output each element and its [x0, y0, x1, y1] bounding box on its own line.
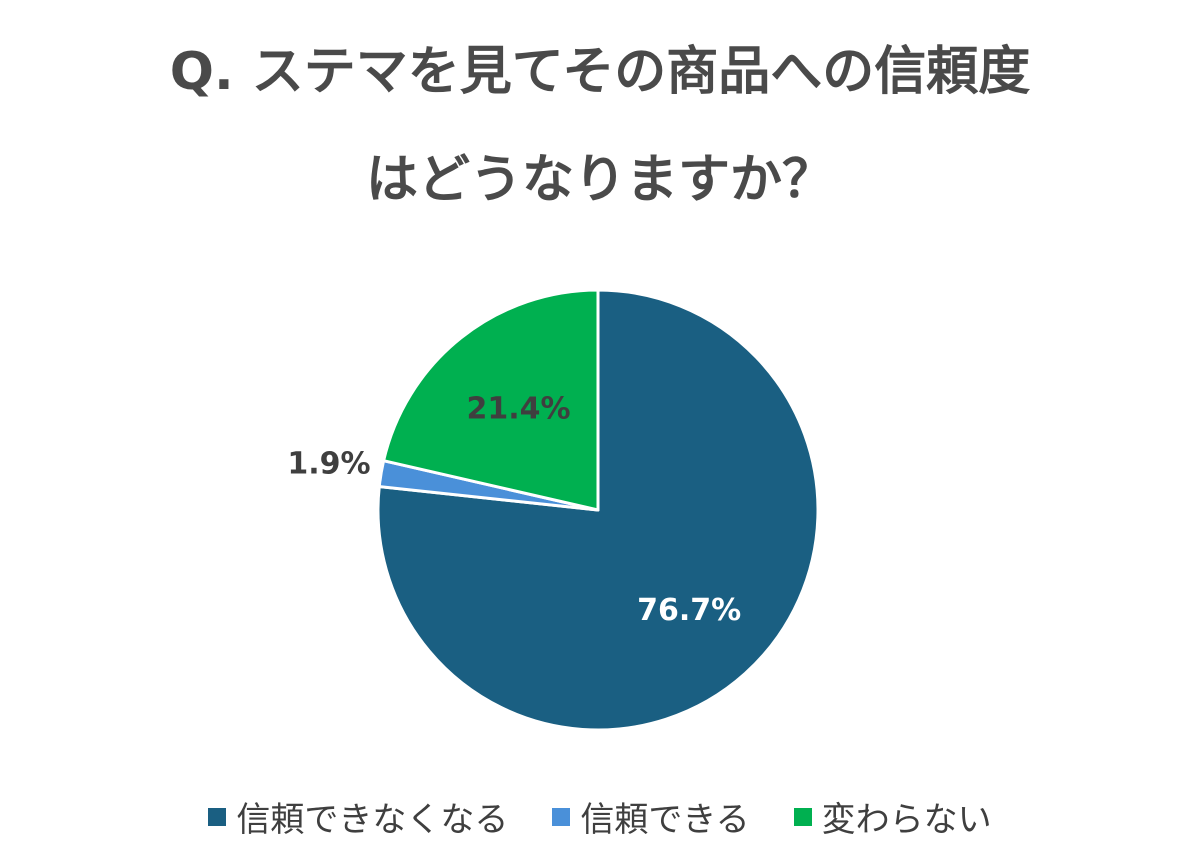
legend-item-unchanged: 変わらない — [793, 792, 992, 841]
data-label-unchanged: 21.4% — [466, 392, 570, 427]
legend-item-trust: 信頼できる — [552, 792, 750, 841]
data-label-trust: 1.9% — [287, 446, 370, 481]
legend-label-trust: 信頼できる — [580, 800, 750, 840]
chart-legend: 信頼できなくなる 信頼できる 変わらない — [0, 792, 1200, 841]
chart-title-line-1: Q. ステマを見てその商品への信頼度 — [169, 42, 1031, 102]
legend-swatch-distrust — [208, 807, 227, 826]
legend-swatch-unchanged — [793, 807, 812, 826]
legend-label-distrust: 信頼できなくなる — [236, 800, 509, 840]
chart-title-line-2: はどうなりますか？ — [365, 150, 834, 210]
legend-item-distrust: 信頼できなくなる — [208, 792, 508, 841]
pie-slice-unchanged — [382, 288, 600, 512]
legend-swatch-trust — [552, 807, 571, 826]
data-label-distrust: 76.7% — [637, 593, 741, 628]
legend-label-unchanged: 変わらない — [821, 800, 992, 840]
